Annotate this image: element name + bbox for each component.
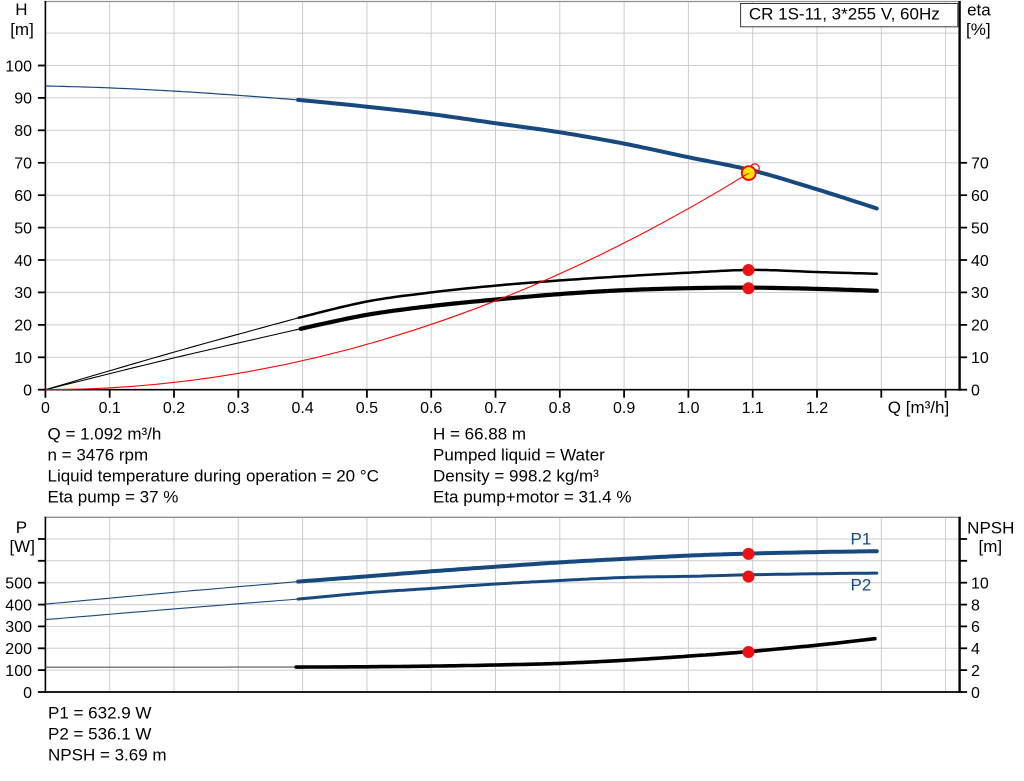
svg-text:NPSH: NPSH xyxy=(967,518,1014,537)
svg-text:70: 70 xyxy=(14,156,32,173)
svg-text:P1 = 632.9 W: P1 = 632.9 W xyxy=(48,704,151,723)
svg-text:100: 100 xyxy=(5,663,32,680)
svg-text:200: 200 xyxy=(5,641,32,658)
svg-text:8: 8 xyxy=(971,597,980,614)
svg-text:60: 60 xyxy=(14,188,32,205)
svg-text:Eta pump = 37 %: Eta pump = 37 % xyxy=(48,488,179,507)
svg-text:60: 60 xyxy=(971,188,989,205)
svg-text:1.0: 1.0 xyxy=(677,400,699,417)
svg-text:P1: P1 xyxy=(851,530,872,549)
svg-text:0.7: 0.7 xyxy=(484,400,506,417)
svg-text:10: 10 xyxy=(971,350,989,367)
svg-text:P2 = 536.1 W: P2 = 536.1 W xyxy=(48,725,151,744)
svg-text:Q = 1.092 m³/h: Q = 1.092 m³/h xyxy=(48,425,162,444)
svg-text:0: 0 xyxy=(23,685,32,702)
svg-text:0.8: 0.8 xyxy=(549,400,571,417)
svg-text:50: 50 xyxy=(14,220,32,237)
svg-text:0.9: 0.9 xyxy=(613,400,635,417)
svg-text:Q [m³/h]: Q [m³/h] xyxy=(888,398,949,417)
svg-text:0.2: 0.2 xyxy=(163,400,185,417)
svg-text:40: 40 xyxy=(14,253,32,270)
svg-text:CR 1S-11, 3*255 V, 60Hz: CR 1S-11, 3*255 V, 60Hz xyxy=(749,5,940,24)
svg-text:0: 0 xyxy=(23,383,32,400)
svg-text:0: 0 xyxy=(971,383,980,400)
svg-text:[W]: [W] xyxy=(9,537,35,556)
svg-text:30: 30 xyxy=(14,285,32,302)
svg-text:10: 10 xyxy=(971,576,989,593)
svg-text:0.3: 0.3 xyxy=(227,400,249,417)
svg-text:30: 30 xyxy=(971,285,989,302)
svg-text:H = 66.88 m: H = 66.88 m xyxy=(433,425,526,444)
svg-text:[m]: [m] xyxy=(978,537,1002,556)
svg-text:500: 500 xyxy=(5,576,32,593)
svg-text:P: P xyxy=(16,518,27,537)
svg-text:90: 90 xyxy=(14,91,32,108)
svg-text:H: H xyxy=(15,0,27,19)
svg-text:80: 80 xyxy=(14,123,32,140)
svg-text:Liquid temperature during oper: Liquid temperature during operation = 20… xyxy=(48,467,379,486)
svg-text:[%]: [%] xyxy=(966,20,991,39)
svg-text:Eta pump+motor = 31.4 %: Eta pump+motor = 31.4 % xyxy=(433,488,631,507)
svg-text:2: 2 xyxy=(971,663,980,680)
svg-text:400: 400 xyxy=(5,597,32,614)
svg-text:50: 50 xyxy=(971,220,989,237)
svg-text:0: 0 xyxy=(971,685,980,702)
svg-text:1.1: 1.1 xyxy=(742,400,764,417)
svg-text:4: 4 xyxy=(971,641,980,658)
svg-text:20: 20 xyxy=(14,318,32,335)
svg-text:0.4: 0.4 xyxy=(291,400,313,417)
svg-text:10: 10 xyxy=(14,350,32,367)
svg-text:[m]: [m] xyxy=(10,20,34,39)
svg-text:n = 3476 rpm: n = 3476 rpm xyxy=(48,446,149,465)
svg-text:0.5: 0.5 xyxy=(356,400,378,417)
svg-text:Pumped liquid = Water: Pumped liquid = Water xyxy=(433,446,605,465)
svg-text:P2: P2 xyxy=(851,576,872,595)
svg-text:1.2: 1.2 xyxy=(806,400,828,417)
svg-text:100: 100 xyxy=(5,58,32,75)
svg-text:300: 300 xyxy=(5,619,32,636)
svg-text:0.6: 0.6 xyxy=(420,400,442,417)
svg-text:NPSH = 3.69 m: NPSH = 3.69 m xyxy=(48,746,167,765)
svg-text:70: 70 xyxy=(971,156,989,173)
svg-text:eta: eta xyxy=(967,0,991,19)
svg-text:0: 0 xyxy=(41,400,50,417)
svg-text:Density = 998.2 kg/m³: Density = 998.2 kg/m³ xyxy=(433,467,599,486)
svg-text:6: 6 xyxy=(971,619,980,636)
svg-text:0.1: 0.1 xyxy=(99,400,121,417)
svg-text:40: 40 xyxy=(971,253,989,270)
svg-text:20: 20 xyxy=(971,318,989,335)
